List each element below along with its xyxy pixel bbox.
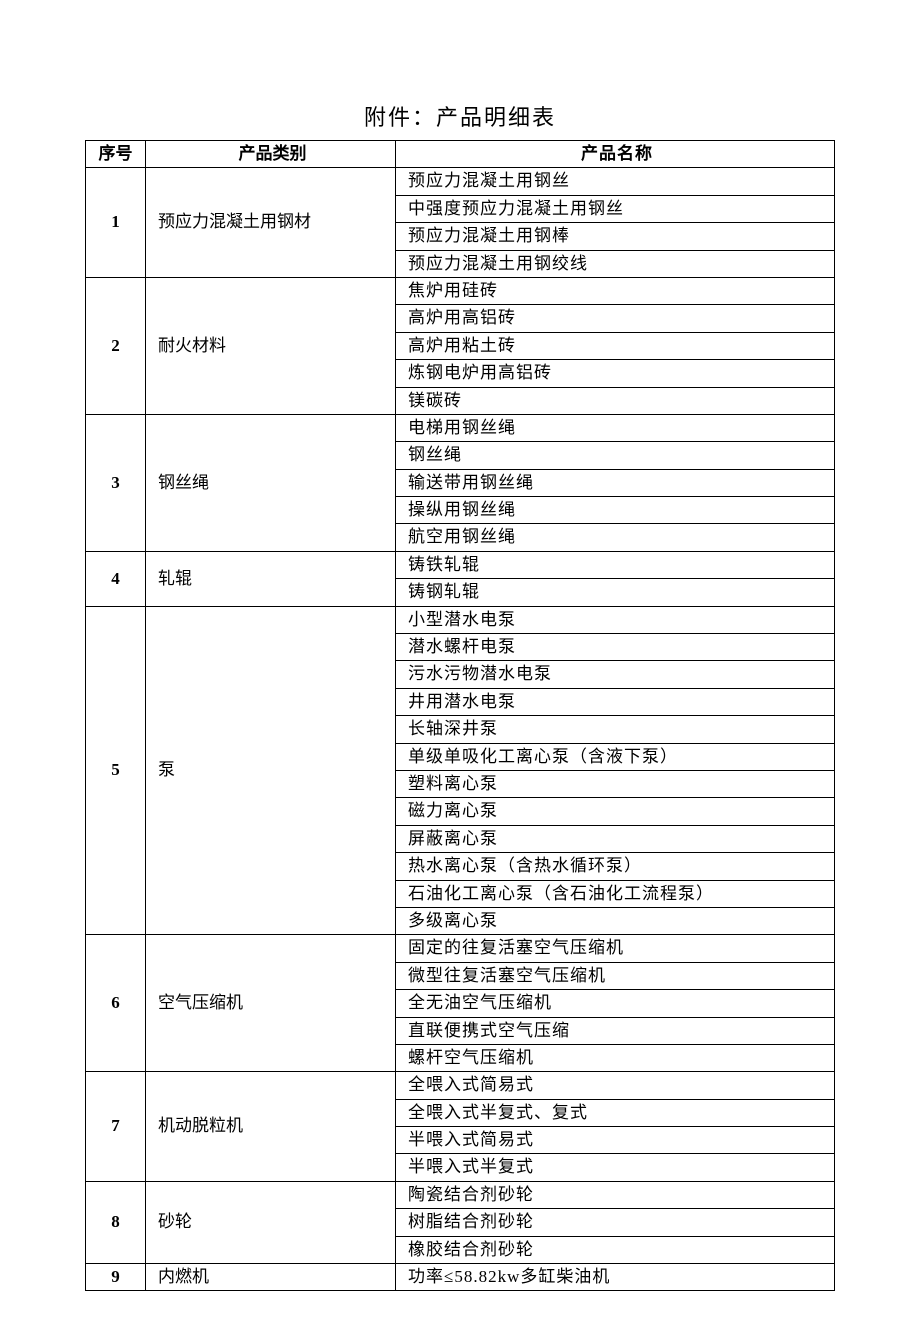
header-seq: 序号 (86, 141, 146, 168)
cell-product: 镁碳砖 (396, 387, 835, 414)
cell-product: 焦炉用硅砖 (396, 277, 835, 304)
cell-seq: 5 (86, 606, 146, 935)
cell-category: 泵 (146, 606, 396, 935)
cell-product: 微型往复活塞空气压缩机 (396, 962, 835, 989)
cell-product: 中强度预应力混凝土用钢丝 (396, 195, 835, 222)
cell-product: 橡胶结合剂砂轮 (396, 1236, 835, 1263)
cell-product: 全无油空气压缩机 (396, 990, 835, 1017)
cell-product: 操纵用钢丝绳 (396, 497, 835, 524)
cell-product: 陶瓷结合剂砂轮 (396, 1181, 835, 1208)
cell-product: 固定的往复活塞空气压缩机 (396, 935, 835, 962)
cell-seq: 1 (86, 168, 146, 278)
cell-category: 机动脱粒机 (146, 1072, 396, 1182)
cell-product: 潜水螺杆电泵 (396, 634, 835, 661)
cell-seq: 8 (86, 1181, 146, 1263)
product-detail-table: 序号 产品类别 产品名称 1预应力混凝土用钢材预应力混凝土用钢丝中强度预应力混凝… (85, 140, 835, 1291)
cell-seq: 3 (86, 414, 146, 551)
cell-product: 全喂入式半复式、复式 (396, 1099, 835, 1126)
cell-product: 螺杆空气压缩机 (396, 1044, 835, 1071)
cell-product: 屏蔽离心泵 (396, 825, 835, 852)
cell-product: 直联便携式空气压缩 (396, 1017, 835, 1044)
cell-product: 污水污物潜水电泵 (396, 661, 835, 688)
cell-product: 炼钢电炉用高铝砖 (396, 360, 835, 387)
cell-product: 热水离心泵（含热水循环泵） (396, 853, 835, 880)
table-row: 5泵小型潜水电泵 (86, 606, 835, 633)
cell-seq: 7 (86, 1072, 146, 1182)
cell-product: 高炉用粘土砖 (396, 332, 835, 359)
cell-product: 输送带用钢丝绳 (396, 469, 835, 496)
cell-category: 轧辊 (146, 551, 396, 606)
cell-product: 铸钢轧辊 (396, 579, 835, 606)
cell-product: 预应力混凝土用钢棒 (396, 223, 835, 250)
cell-product: 长轴深井泵 (396, 716, 835, 743)
cell-category: 钢丝绳 (146, 414, 396, 551)
table-row: 2耐火材料焦炉用硅砖 (86, 277, 835, 304)
cell-product: 磁力离心泵 (396, 798, 835, 825)
cell-category: 砂轮 (146, 1181, 396, 1263)
cell-product: 半喂入式半复式 (396, 1154, 835, 1181)
table-body: 1预应力混凝土用钢材预应力混凝土用钢丝中强度预应力混凝土用钢丝预应力混凝土用钢棒… (86, 168, 835, 1291)
cell-product: 小型潜水电泵 (396, 606, 835, 633)
cell-product: 预应力混凝土用钢丝 (396, 168, 835, 195)
cell-product: 井用潜水电泵 (396, 688, 835, 715)
table-row: 9内燃机功率≤58.82kw多缸柴油机 (86, 1264, 835, 1291)
table-row: 1预应力混凝土用钢材预应力混凝土用钢丝 (86, 168, 835, 195)
table-header-row: 序号 产品类别 产品名称 (86, 141, 835, 168)
cell-product: 半喂入式简易式 (396, 1127, 835, 1154)
cell-product: 航空用钢丝绳 (396, 524, 835, 551)
cell-product: 石油化工离心泵（含石油化工流程泵） (396, 880, 835, 907)
table-row: 4轧辊铸铁轧辊 (86, 551, 835, 578)
cell-seq: 9 (86, 1264, 146, 1291)
cell-category: 耐火材料 (146, 277, 396, 414)
cell-category: 内燃机 (146, 1264, 396, 1291)
cell-product: 全喂入式简易式 (396, 1072, 835, 1099)
cell-product: 高炉用高铝砖 (396, 305, 835, 332)
cell-product: 功率≤58.82kw多缸柴油机 (396, 1264, 835, 1291)
table-row: 8砂轮陶瓷结合剂砂轮 (86, 1181, 835, 1208)
header-product: 产品名称 (396, 141, 835, 168)
cell-seq: 2 (86, 277, 146, 414)
cell-product: 树脂结合剂砂轮 (396, 1209, 835, 1236)
cell-product: 多级离心泵 (396, 907, 835, 934)
cell-product: 电梯用钢丝绳 (396, 414, 835, 441)
table-row: 6空气压缩机固定的往复活塞空气压缩机 (86, 935, 835, 962)
cell-seq: 4 (86, 551, 146, 606)
cell-product: 预应力混凝土用钢绞线 (396, 250, 835, 277)
cell-product: 塑料离心泵 (396, 770, 835, 797)
table-row: 3钢丝绳电梯用钢丝绳 (86, 414, 835, 441)
cell-category: 预应力混凝土用钢材 (146, 168, 396, 278)
cell-seq: 6 (86, 935, 146, 1072)
cell-product: 铸铁轧辊 (396, 551, 835, 578)
document-title: 附件：产品明细表 (85, 100, 835, 132)
cell-product: 单级单吸化工离心泵（含液下泵） (396, 743, 835, 770)
table-row: 7机动脱粒机全喂入式简易式 (86, 1072, 835, 1099)
cell-category: 空气压缩机 (146, 935, 396, 1072)
cell-product: 钢丝绳 (396, 442, 835, 469)
header-category: 产品类别 (146, 141, 396, 168)
